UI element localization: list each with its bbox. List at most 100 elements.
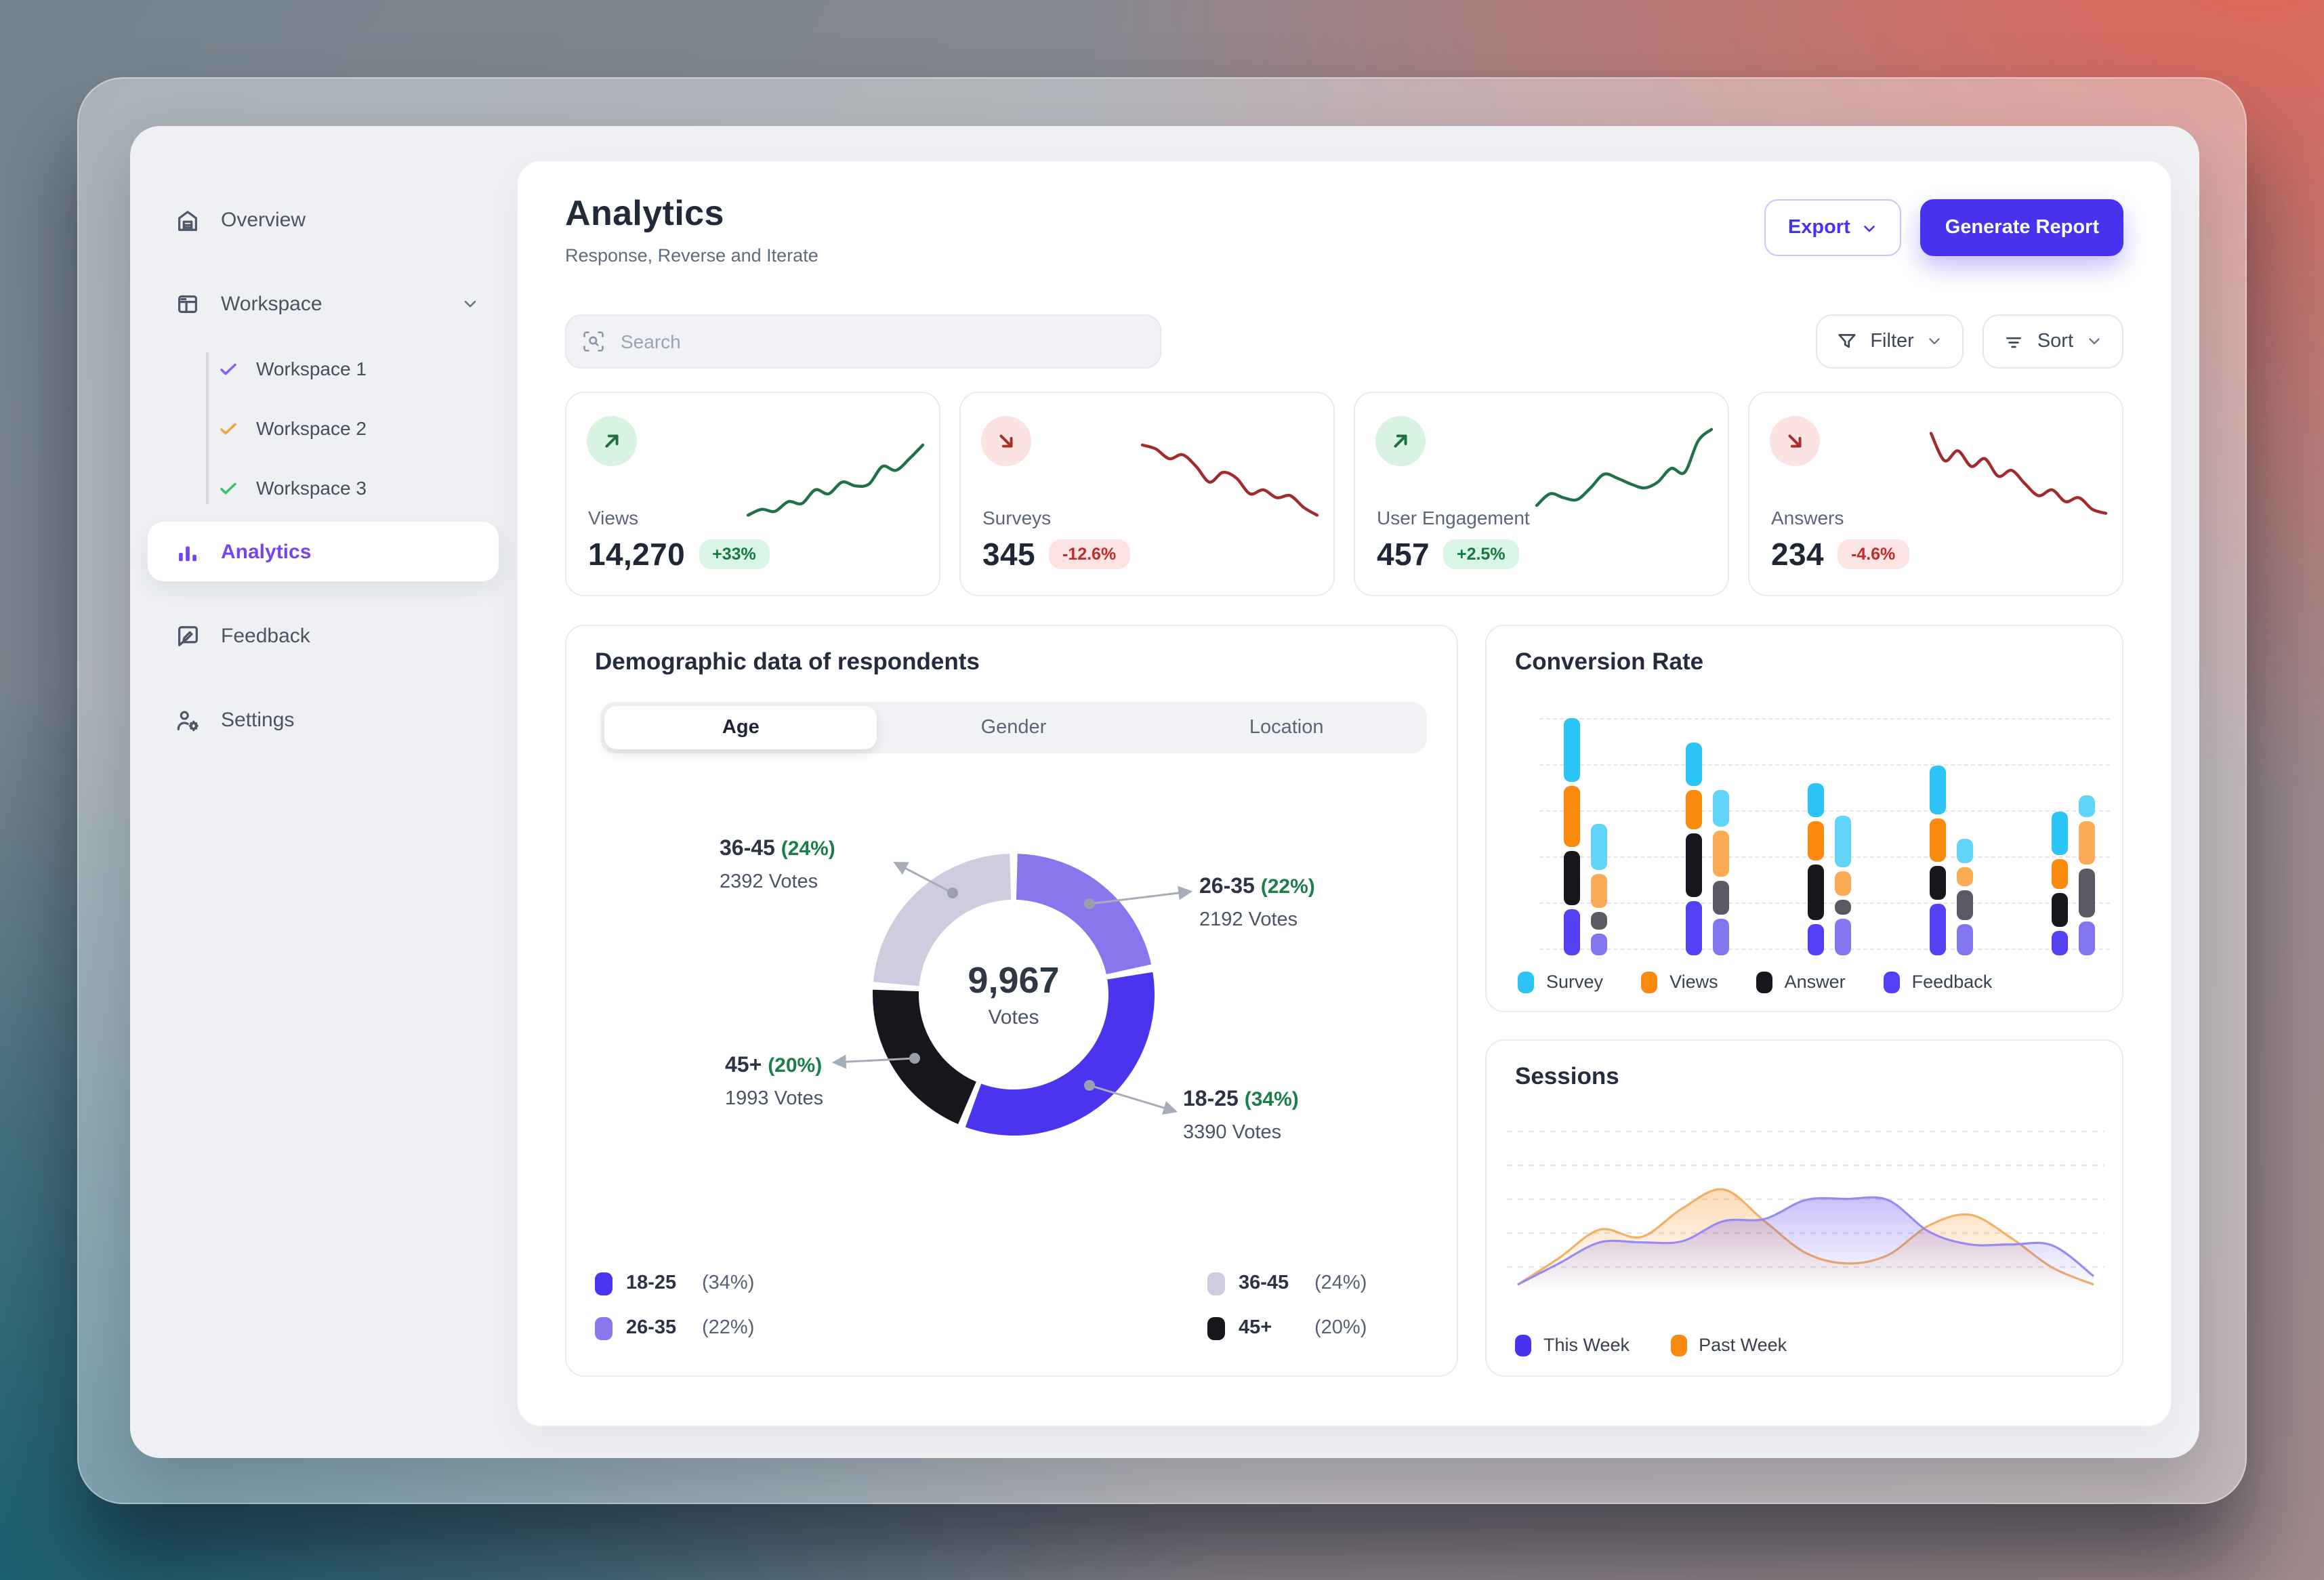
chevron-down-icon <box>1930 339 1941 345</box>
sidebar-item-workspace[interactable]: Workspace <box>148 274 499 333</box>
donut-legend-26-35: 26-35 (22%) <box>595 1316 754 1340</box>
funnel-icon <box>1838 333 1856 348</box>
export-button[interactable]: Export <box>1764 199 1902 256</box>
sidebar-item-label: Workspace <box>221 292 323 315</box>
stats-row: Views 14,270 +33% Surveys <box>565 391 2123 596</box>
check-icon <box>220 482 236 494</box>
callout-dots <box>909 887 1095 1091</box>
tree-rule <box>206 352 208 504</box>
trend-down-badge-icon <box>981 415 1031 466</box>
donut-center-total: 9,967 Votes <box>968 959 1060 1029</box>
conversion-bar-chart <box>1539 710 2110 955</box>
stat-value: 457 <box>1377 536 1430 572</box>
legend-swatch <box>595 1272 613 1295</box>
stat-delta-badge: -12.6% <box>1048 539 1130 570</box>
generate-report-label: Generate Report <box>1945 217 2099 238</box>
sidebar-item-analytics[interactable]: Analytics <box>148 522 499 581</box>
donut-callout-45plus: 45+ (20%) 1993 Votes <box>725 1054 824 1110</box>
donut-legend-45plus: 45+ (20%) <box>1207 1316 1367 1340</box>
legend-swatch <box>1756 971 1772 993</box>
sidebar-item-label: Workspace 3 <box>256 477 367 499</box>
sidebar-item-workspace-3[interactable]: Workspace 3 <box>148 463 499 512</box>
legend-swatch <box>1207 1316 1225 1340</box>
legend-swatch <box>595 1316 613 1340</box>
legend-swatch <box>1515 1334 1531 1356</box>
sessions-legend: This Week Past Week <box>1515 1334 1787 1356</box>
filter-button[interactable]: Filter <box>1816 314 1964 369</box>
legend-item-views: Views <box>1641 971 1718 993</box>
legend-swatch <box>1641 971 1658 993</box>
stat-label: Answers <box>1771 506 1844 528</box>
stat-delta-badge: +2.5% <box>1443 539 1519 570</box>
stat-card-surveys: Surveys 345 -12.6% <box>959 391 1335 596</box>
trend-up-badge-icon <box>1375 415 1426 466</box>
sparkline-chart <box>1929 432 2108 515</box>
check-icon <box>220 362 236 375</box>
main-content: Analytics Response, Reverse and Iterate … <box>516 160 2172 1427</box>
app-panel: Overview Workspace Workspace 1 <box>130 126 2199 1458</box>
stat-value: 14,270 <box>588 536 686 572</box>
donut-chart-zone: 9,967 Votes 36-45 (24%) 2392 Votes 26-35… <box>566 626 1457 1375</box>
sparkline-chart <box>1535 428 1714 507</box>
donut-legend-36-45: 36-45 (24%) <box>1207 1272 1367 1295</box>
sidebar-item-feedback[interactable]: Feedback <box>148 606 499 665</box>
sidebar-item-label: Workspace 1 <box>256 358 367 379</box>
window-frame: Overview Workspace Workspace 1 <box>77 77 2247 1504</box>
chevron-down-icon <box>1864 225 1875 232</box>
sidebar-item-label: Analytics <box>221 540 312 563</box>
sessions-area-chart <box>1507 1130 2104 1291</box>
sidebar-item-label: Overview <box>221 208 306 231</box>
tab-location[interactable]: Location <box>1249 716 1324 739</box>
filter-label: Filter <box>1870 330 1914 352</box>
sidebar-item-label: Workspace 2 <box>256 417 367 439</box>
sparkline-chart <box>1140 443 1319 517</box>
export-label: Export <box>1787 217 1850 238</box>
sort-lines-icon <box>2006 337 2022 348</box>
chevron-down-icon <box>2089 339 2100 345</box>
generate-report-button[interactable]: Generate Report <box>1920 199 2123 256</box>
trend-up-badge-icon <box>587 415 637 466</box>
legend-swatch <box>1207 1272 1225 1295</box>
sidebar-item-settings[interactable]: Settings <box>148 690 499 749</box>
card-title: Conversion Rate <box>1515 647 1704 675</box>
stat-label: User Engagement <box>1377 506 1530 528</box>
bar-chart-icon <box>179 545 196 561</box>
sort-button[interactable]: Sort <box>1983 314 2123 369</box>
stat-value: 234 <box>1771 536 1824 572</box>
legend-item-this-week: This Week <box>1515 1334 1630 1356</box>
donut-callout-26-35: 26-35 (22%) 2192 Votes <box>1199 875 1315 931</box>
conversion-legend: Survey Views Answer Feedback <box>1518 971 1992 993</box>
stat-card-answers: Answers 234 -4.6% <box>1748 391 2123 596</box>
tab-age[interactable]: Age <box>604 705 877 749</box>
user-gear-icon <box>177 710 199 731</box>
sidebar-item-overview[interactable]: Overview <box>148 190 499 249</box>
demographics-card: Demographic data of respondents Age Gend… <box>565 624 1458 1377</box>
sparkline-chart <box>746 443 925 517</box>
toolbar: Filter Sort <box>565 314 2123 369</box>
sidebar-item-label: Settings <box>221 708 295 731</box>
card-title: Sessions <box>1515 1062 1619 1089</box>
card-title: Demographic data of respondents <box>595 647 980 675</box>
donut-callout-18-25: 18-25 (34%) 3390 Votes <box>1183 1087 1299 1144</box>
page-title: Analytics <box>565 192 724 233</box>
sidebar-item-label: Feedback <box>221 624 310 647</box>
workspace-panels-icon <box>178 294 197 313</box>
legend-swatch <box>1670 1334 1687 1356</box>
donut-legend-18-25: 18-25 (34%) <box>595 1272 754 1295</box>
legend-item-survey: Survey <box>1518 971 1603 993</box>
donut-chart <box>831 853 1193 1136</box>
stat-label: Surveys <box>982 506 1052 528</box>
chevron-down-icon <box>464 300 476 308</box>
sidebar-item-workspace-2[interactable]: Workspace 2 <box>148 404 499 453</box>
search-input[interactable] <box>565 314 1161 369</box>
feedback-message-icon <box>178 625 198 646</box>
trend-down-badge-icon <box>1770 415 1820 466</box>
stat-delta-badge: -4.6% <box>1837 539 1909 570</box>
conversion-rate-card: Conversion Rate Survey Views Answer Feed… <box>1485 624 2123 1012</box>
stat-card-user-engagement: User Engagement 457 +2.5% <box>1354 391 1729 596</box>
stat-label: Views <box>588 506 639 528</box>
tab-gender[interactable]: Gender <box>980 716 1047 739</box>
sidebar-item-workspace-1[interactable]: Workspace 1 <box>148 344 499 393</box>
legend-item-answer: Answer <box>1756 971 1846 993</box>
